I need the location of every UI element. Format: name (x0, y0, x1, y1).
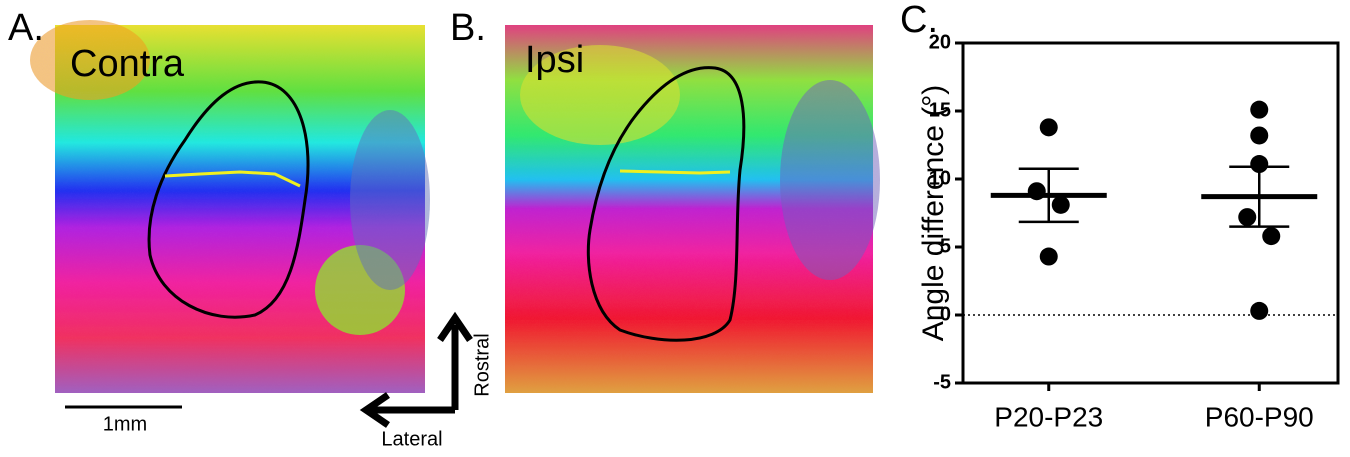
y-tick-label: 10 (929, 167, 951, 189)
data-point (1051, 195, 1070, 214)
boundary-a (164, 170, 301, 188)
x-tick-label: P20-P23 (994, 401, 1103, 432)
data-point (1250, 126, 1269, 145)
error-bar (1229, 165, 1290, 228)
plot-frame (961, 41, 1340, 385)
compass-label: Lateral (381, 428, 442, 450)
panel-letter: C. (900, 0, 938, 41)
data-point (1250, 155, 1269, 174)
y-tick-label: -5 (933, 371, 951, 393)
y-axis-label: Angle difference (°) (917, 85, 950, 342)
data-point (1238, 208, 1257, 227)
panel-letter: A. (8, 7, 44, 49)
compass-arrows (359, 311, 473, 428)
map-b (505, 25, 880, 393)
boundary-b (619, 169, 731, 175)
contour-b (586, 66, 746, 342)
data-point (1262, 227, 1281, 246)
contour-a (147, 80, 310, 319)
data-point (1039, 118, 1058, 137)
x-tick-label: P60-P90 (1205, 401, 1314, 432)
y-tick-label: 5 (940, 235, 951, 257)
data-point (1039, 247, 1058, 266)
y-tick-label: 20 (929, 31, 951, 53)
y-tick-label: 15 (929, 99, 951, 121)
panel-letter: B. (450, 7, 486, 49)
y-tick-label: 0 (940, 303, 951, 325)
map-label: Contra (70, 43, 185, 85)
map-label: Ipsi (525, 39, 584, 81)
compass-label: Rostral (471, 333, 493, 396)
scale-label: 1mm (103, 413, 147, 435)
error-bar (1018, 167, 1079, 224)
data-point (1250, 100, 1269, 119)
data-point (1250, 301, 1269, 320)
